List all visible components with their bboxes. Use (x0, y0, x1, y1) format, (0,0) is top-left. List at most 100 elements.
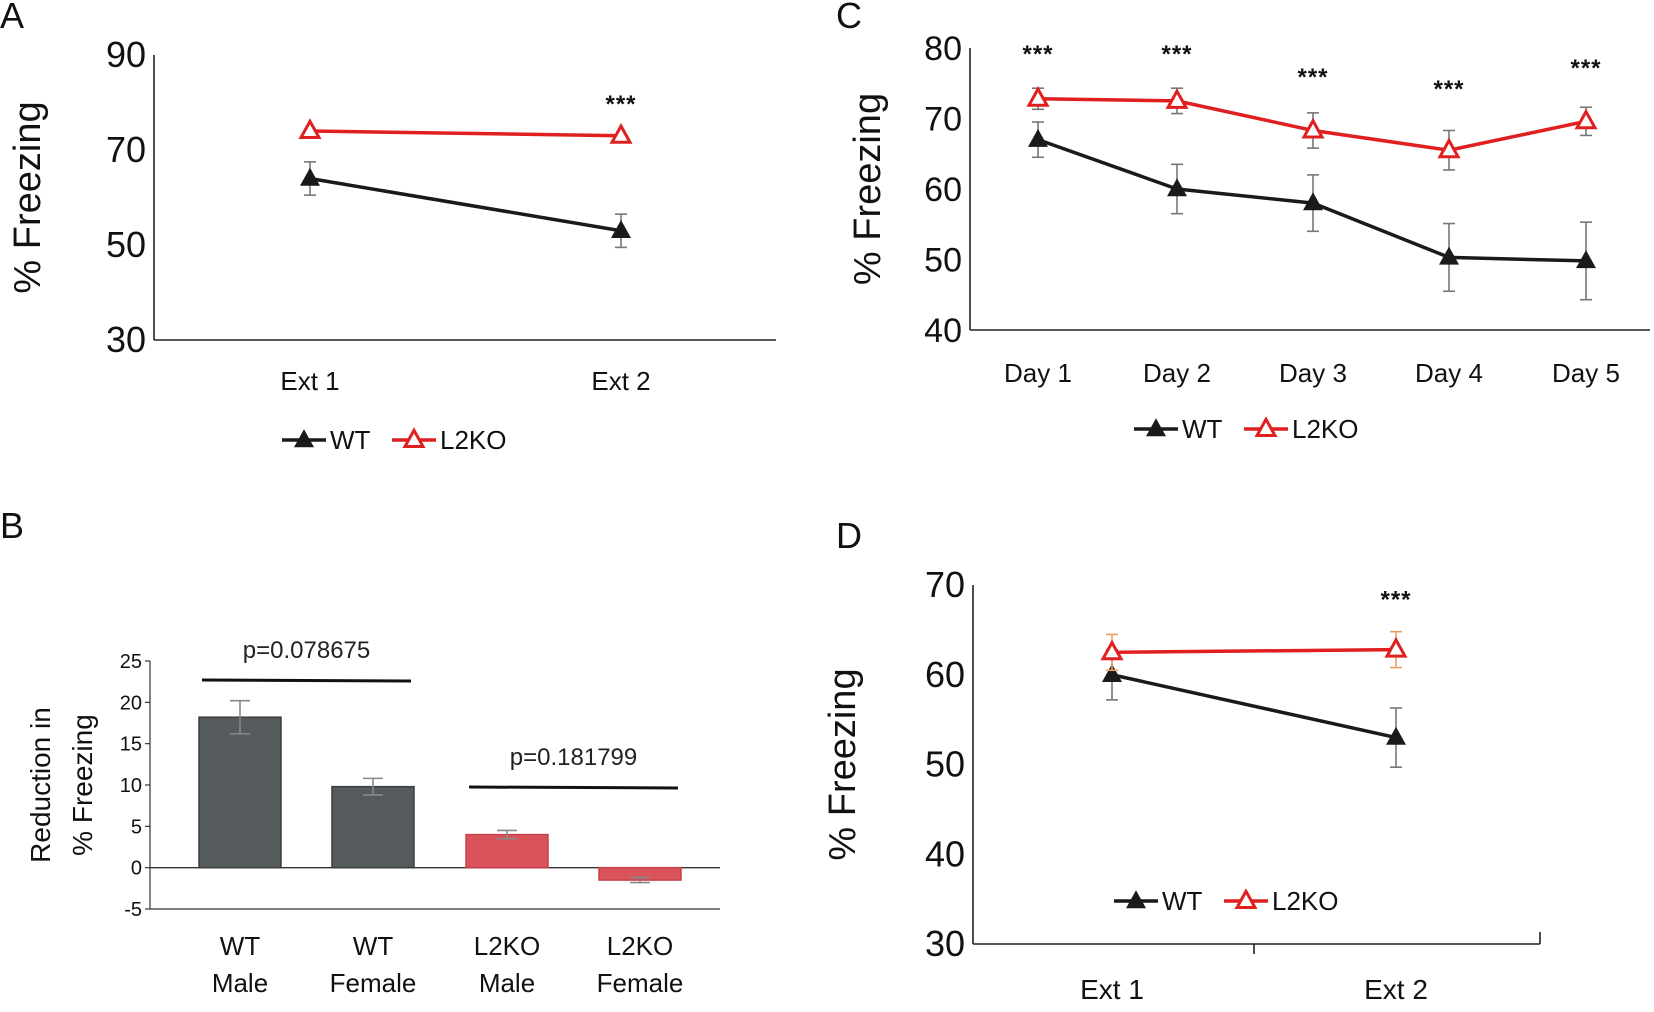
wt-point (1576, 250, 1596, 269)
y-tick-label: -5 (124, 899, 142, 921)
comparison-p-value: p=0.181799 (510, 744, 637, 771)
bar (198, 716, 282, 869)
y-axis-label: % Freezing (822, 668, 864, 860)
legend-l2ko-label: L2KO (1272, 886, 1339, 916)
l2ko-point (1100, 639, 1124, 661)
wt-series-line (309, 176, 622, 233)
panel-letter-d: D (836, 515, 862, 556)
panel-a-line-chart: 30 50 70 90 % Freezing Ext 1 Ext 2 *** WT L2KO (7, 34, 776, 455)
x-tick-label-line1: WT (220, 931, 261, 961)
bar (465, 833, 549, 869)
x-tick-label: Day 3 (1279, 358, 1347, 388)
significance-stars: *** (1380, 587, 1411, 614)
y-tick-label: 60 (924, 171, 962, 209)
y-tick-label: 20 (120, 692, 142, 714)
legend-l2ko-marker (1234, 888, 1258, 909)
x-tick-label: Ext 2 (591, 366, 650, 396)
x-tick-label-line2: Female (330, 968, 417, 998)
y-tick-label: 40 (924, 312, 962, 350)
x-tick-label: Ext 2 (1364, 974, 1428, 1005)
y-tick-label: 40 (925, 833, 965, 874)
l2ko-point (1437, 137, 1461, 159)
y-axis-label-line1: Reduction in (25, 707, 56, 863)
y-tick-label: 50 (925, 744, 965, 785)
y-tick-label: 5 (131, 816, 142, 838)
significance-stars: *** (1570, 55, 1601, 82)
x-tick-label-line1: L2KO (474, 931, 541, 961)
y-axis-label-line2: % Freezing (67, 714, 98, 856)
y-tick-label: 10 (120, 775, 142, 797)
y-tick-label: 80 (924, 30, 962, 68)
y-axis-label: % Freezing (847, 93, 889, 285)
wt-point (1303, 192, 1323, 211)
y-tick-label: 50 (924, 242, 962, 280)
wt-point (611, 219, 631, 238)
panel-b-bar-chart: -5 0 5 10 15 20 25 Reduction in % Freezing WT Male… (25, 637, 720, 998)
l2ko-series-line (1111, 647, 1397, 655)
legend-wt-marker (1126, 890, 1146, 909)
comparison-bracket-line (468, 785, 679, 790)
legend-wt-label: WT (1182, 414, 1223, 444)
y-axis-label: % Freezing (7, 101, 49, 293)
y-tick-label: 30 (106, 319, 146, 360)
x-tick-label-line2: Female (597, 968, 684, 998)
wt-point (1102, 663, 1122, 682)
x-tick-label: Day 5 (1552, 358, 1620, 388)
y-tick-label: 30 (925, 923, 965, 964)
x-tick-label-line2: Male (212, 968, 268, 998)
comparison-p-value: p=0.078675 (243, 637, 370, 664)
x-tick-label: Ext 1 (1080, 974, 1144, 1005)
y-tick-label: 90 (106, 34, 146, 75)
wt-point (1439, 246, 1459, 265)
panel-letter-b: B (0, 505, 24, 546)
y-tick-label: 50 (106, 224, 146, 265)
y-tick-label: 15 (120, 734, 142, 756)
x-tick-label-line1: L2KO (607, 931, 674, 961)
legend-l2ko-label: L2KO (440, 425, 507, 455)
l2ko-point (1301, 117, 1325, 139)
y-tick-label: 70 (924, 101, 962, 139)
legend-l2ko-marker (1254, 416, 1278, 437)
legend-l2ko-label: L2KO (1292, 414, 1359, 444)
x-tick-label-line2: Male (479, 968, 535, 998)
significance-stars: *** (1022, 41, 1053, 68)
x-tick-label: Ext 1 (280, 366, 339, 396)
y-tick-label: 0 (131, 858, 142, 880)
significance-stars: *** (605, 91, 636, 118)
wt-series-line (1111, 673, 1397, 740)
l2ko-point (1026, 85, 1050, 107)
y-tick-label: 60 (925, 654, 965, 695)
comparison-bracket-line (201, 678, 412, 683)
legend-wt-label: WT (1162, 886, 1203, 916)
bar (331, 785, 415, 869)
significance-stars: *** (1433, 76, 1464, 103)
wt-point (1028, 128, 1048, 147)
legend-wt-marker (294, 429, 314, 448)
y-tick-label: 70 (925, 564, 965, 605)
y-tick-label: 70 (106, 129, 146, 170)
l2ko-series-line (309, 129, 622, 138)
panel-d-line-chart: 30 40 50 60 70 % Freezing Ext 1 Ext 2 *** WT L2KO (822, 564, 1541, 1005)
x-tick-label: Day 1 (1004, 358, 1072, 388)
l2ko-point (609, 122, 633, 144)
wt-point (1386, 726, 1406, 745)
panel-c-line-chart: 40 50 60 70 80 % Freezing Day 1 Day 2 Day 3 Day 4… (847, 30, 1650, 444)
legend-l2ko-marker (402, 427, 426, 448)
legend-wt-marker (1146, 418, 1166, 437)
l2ko-point (298, 118, 322, 139)
l2ko-point (1574, 108, 1598, 130)
l2ko-point (1384, 636, 1408, 658)
significance-stars: *** (1297, 64, 1328, 91)
significance-stars: *** (1161, 41, 1192, 68)
panel-letter-c: C (836, 0, 862, 36)
x-tick-label: Day 2 (1143, 358, 1211, 388)
legend-wt-label: WT (330, 425, 371, 455)
panel-letter-a: A (0, 0, 24, 36)
x-tick-label-line1: WT (353, 931, 394, 961)
wt-point (300, 167, 320, 186)
wt-point (1167, 178, 1187, 197)
y-tick-label: 25 (120, 651, 142, 673)
x-tick-label: Day 4 (1415, 358, 1483, 388)
l2ko-point (1165, 88, 1189, 109)
